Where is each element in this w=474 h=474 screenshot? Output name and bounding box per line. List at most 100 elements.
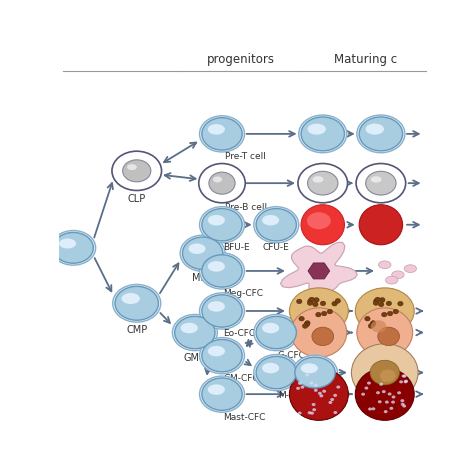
Ellipse shape: [370, 360, 400, 385]
Ellipse shape: [379, 261, 391, 269]
Ellipse shape: [123, 160, 151, 182]
Ellipse shape: [200, 376, 245, 412]
Ellipse shape: [387, 311, 393, 316]
Ellipse shape: [335, 299, 340, 303]
Ellipse shape: [382, 390, 386, 393]
Ellipse shape: [378, 400, 382, 403]
Polygon shape: [308, 263, 330, 279]
Ellipse shape: [321, 311, 327, 316]
Text: Mast-CFC: Mast-CFC: [224, 413, 266, 421]
Ellipse shape: [371, 320, 376, 325]
Ellipse shape: [208, 124, 225, 135]
Ellipse shape: [310, 382, 313, 384]
Ellipse shape: [295, 357, 335, 388]
Ellipse shape: [202, 209, 242, 241]
Ellipse shape: [357, 115, 405, 153]
Ellipse shape: [327, 309, 333, 314]
Ellipse shape: [312, 408, 316, 411]
Ellipse shape: [359, 205, 402, 245]
Ellipse shape: [390, 407, 393, 410]
Ellipse shape: [402, 404, 406, 408]
Ellipse shape: [374, 299, 379, 303]
Ellipse shape: [175, 316, 215, 349]
Text: CFU-E: CFU-E: [263, 243, 290, 252]
Ellipse shape: [312, 327, 334, 346]
Ellipse shape: [200, 337, 245, 374]
Ellipse shape: [371, 176, 382, 182]
Ellipse shape: [308, 124, 326, 135]
Ellipse shape: [208, 215, 225, 226]
Ellipse shape: [254, 207, 299, 243]
Ellipse shape: [393, 309, 399, 314]
Ellipse shape: [189, 244, 206, 254]
Ellipse shape: [333, 411, 337, 414]
Ellipse shape: [333, 394, 337, 397]
Ellipse shape: [318, 392, 322, 395]
Ellipse shape: [356, 368, 414, 420]
Ellipse shape: [202, 378, 242, 410]
Ellipse shape: [208, 384, 225, 395]
Ellipse shape: [319, 394, 323, 397]
Ellipse shape: [384, 410, 388, 413]
Ellipse shape: [401, 374, 405, 378]
Ellipse shape: [200, 207, 245, 243]
Ellipse shape: [337, 385, 340, 389]
Ellipse shape: [256, 316, 296, 349]
Ellipse shape: [314, 383, 318, 387]
Ellipse shape: [202, 339, 242, 372]
Ellipse shape: [376, 391, 380, 394]
Ellipse shape: [51, 230, 96, 265]
Text: CLP: CLP: [128, 194, 146, 204]
Text: CMP: CMP: [126, 325, 147, 335]
Ellipse shape: [59, 238, 76, 248]
Ellipse shape: [380, 298, 385, 302]
Ellipse shape: [305, 320, 310, 325]
Ellipse shape: [299, 316, 304, 321]
Ellipse shape: [380, 370, 396, 382]
Ellipse shape: [359, 117, 402, 151]
Ellipse shape: [208, 346, 225, 356]
Ellipse shape: [398, 301, 403, 306]
Ellipse shape: [330, 398, 334, 401]
Ellipse shape: [404, 265, 417, 273]
Ellipse shape: [372, 407, 375, 410]
Ellipse shape: [385, 401, 389, 404]
Ellipse shape: [308, 171, 338, 195]
Ellipse shape: [320, 301, 326, 306]
Ellipse shape: [361, 392, 365, 396]
Ellipse shape: [254, 314, 299, 351]
Ellipse shape: [181, 323, 198, 333]
Text: Eo-CFC: Eo-CFC: [224, 329, 255, 338]
Ellipse shape: [365, 171, 396, 195]
Ellipse shape: [180, 235, 225, 271]
Ellipse shape: [386, 301, 392, 306]
Ellipse shape: [403, 374, 407, 378]
Ellipse shape: [304, 322, 310, 327]
Ellipse shape: [112, 151, 162, 191]
Ellipse shape: [296, 387, 300, 390]
Ellipse shape: [392, 395, 395, 399]
Ellipse shape: [202, 118, 242, 150]
Ellipse shape: [307, 212, 331, 229]
Ellipse shape: [290, 288, 348, 334]
Ellipse shape: [309, 297, 314, 302]
Ellipse shape: [365, 316, 370, 321]
Ellipse shape: [356, 288, 414, 334]
Ellipse shape: [313, 302, 318, 307]
Ellipse shape: [262, 323, 279, 333]
Ellipse shape: [208, 301, 225, 312]
Ellipse shape: [254, 355, 299, 391]
Ellipse shape: [115, 286, 158, 320]
Ellipse shape: [256, 209, 296, 241]
Ellipse shape: [314, 298, 319, 302]
Text: Pre-B cell: Pre-B cell: [225, 203, 267, 212]
Ellipse shape: [322, 390, 326, 393]
Text: progenitors: progenitors: [207, 53, 275, 66]
Ellipse shape: [399, 380, 403, 383]
Ellipse shape: [301, 363, 318, 373]
Ellipse shape: [385, 276, 398, 284]
Ellipse shape: [371, 320, 386, 333]
Ellipse shape: [378, 327, 400, 346]
Ellipse shape: [308, 411, 311, 414]
Ellipse shape: [53, 232, 93, 263]
